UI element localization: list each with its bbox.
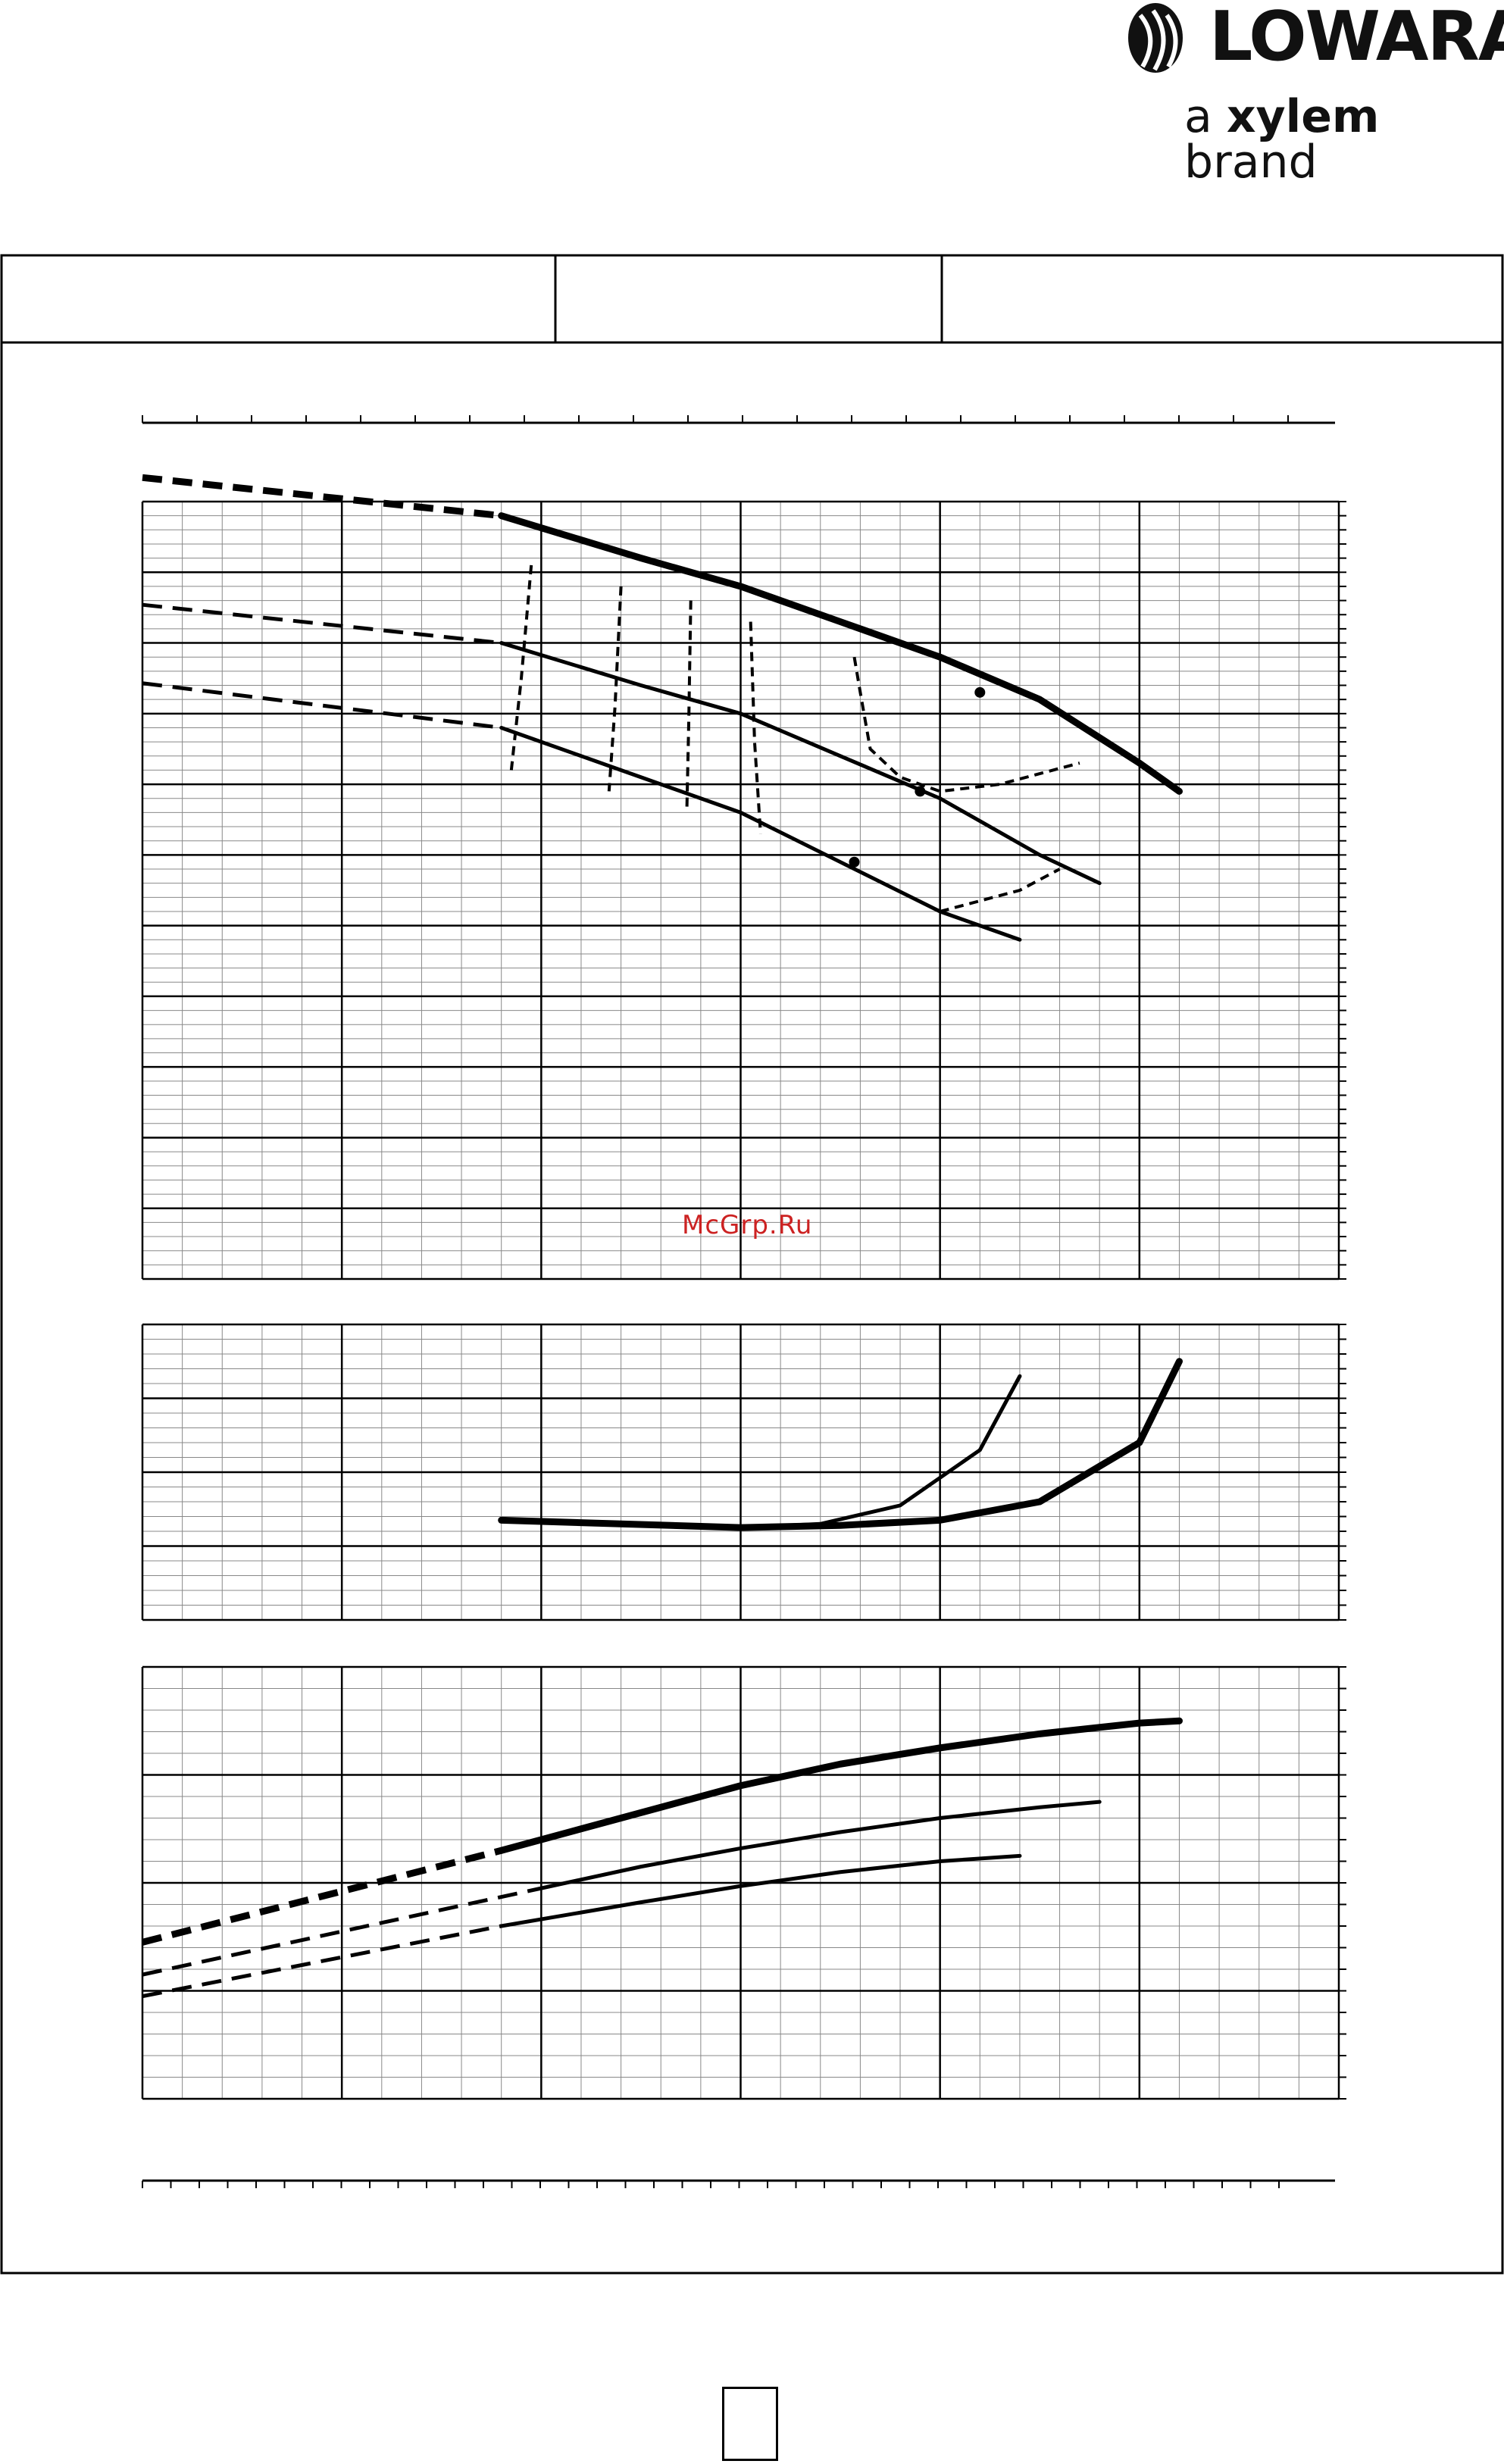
curve-point-marker bbox=[849, 856, 860, 868]
power-curve bbox=[539, 1800, 1102, 1890]
curve-point-marker bbox=[915, 786, 926, 797]
npsh-right-ticks bbox=[1339, 1324, 1346, 1621]
npsh-curve bbox=[499, 1374, 1022, 1530]
efficiency-iso-line bbox=[685, 600, 693, 813]
head-panel bbox=[141, 474, 1346, 1280]
top-secondary-axis bbox=[142, 415, 1335, 424]
curve-point-marker bbox=[974, 686, 986, 698]
head-curve-dashed bbox=[142, 681, 502, 730]
efficiency-iso-line bbox=[607, 586, 623, 792]
brand-name: LOWARA bbox=[1209, 0, 1504, 77]
bottom-secondary-axis bbox=[142, 2179, 1335, 2188]
power-curve-dashed bbox=[141, 1846, 502, 1946]
npsh-panel bbox=[141, 1323, 1346, 1621]
head-curve bbox=[499, 641, 1102, 886]
npsh-curve bbox=[498, 1358, 1183, 1531]
title-row bbox=[2, 255, 1502, 344]
brand-logo bbox=[1128, 3, 1183, 73]
frame bbox=[0, 254, 1504, 2275]
power-curve bbox=[499, 1853, 1022, 1928]
power-panel bbox=[141, 1665, 1346, 2100]
efficiency-iso-line bbox=[940, 868, 1061, 913]
efficiency-iso-line bbox=[509, 564, 533, 771]
power-curve bbox=[498, 1717, 1183, 1854]
tagline-brand: xylem bbox=[1226, 90, 1380, 143]
power-major-grid bbox=[141, 1665, 1340, 2100]
head-curve-dashed bbox=[142, 474, 502, 520]
efficiency-iso-line bbox=[852, 656, 1080, 793]
brand-tagline: a xylem brand bbox=[1184, 94, 1504, 185]
head-curve-dashed bbox=[142, 602, 502, 646]
chart-panels bbox=[141, 474, 1346, 2100]
lowara-drop-swirl bbox=[1138, 9, 1178, 71]
tagline-suffix: brand bbox=[1184, 136, 1318, 189]
head-right-ticks bbox=[1339, 501, 1346, 1280]
power-right-ticks bbox=[1339, 1666, 1346, 2100]
page-number-box bbox=[722, 2387, 778, 2461]
head-curve bbox=[498, 512, 1183, 795]
head-major-grid bbox=[141, 500, 1340, 1280]
head-curve bbox=[499, 725, 1022, 942]
power-curve-dashed bbox=[142, 1924, 502, 1999]
watermark: McGrp.Ru bbox=[682, 1210, 813, 1240]
power-curve-dashed bbox=[142, 1886, 542, 1977]
tagline-prefix: a bbox=[1184, 90, 1227, 143]
